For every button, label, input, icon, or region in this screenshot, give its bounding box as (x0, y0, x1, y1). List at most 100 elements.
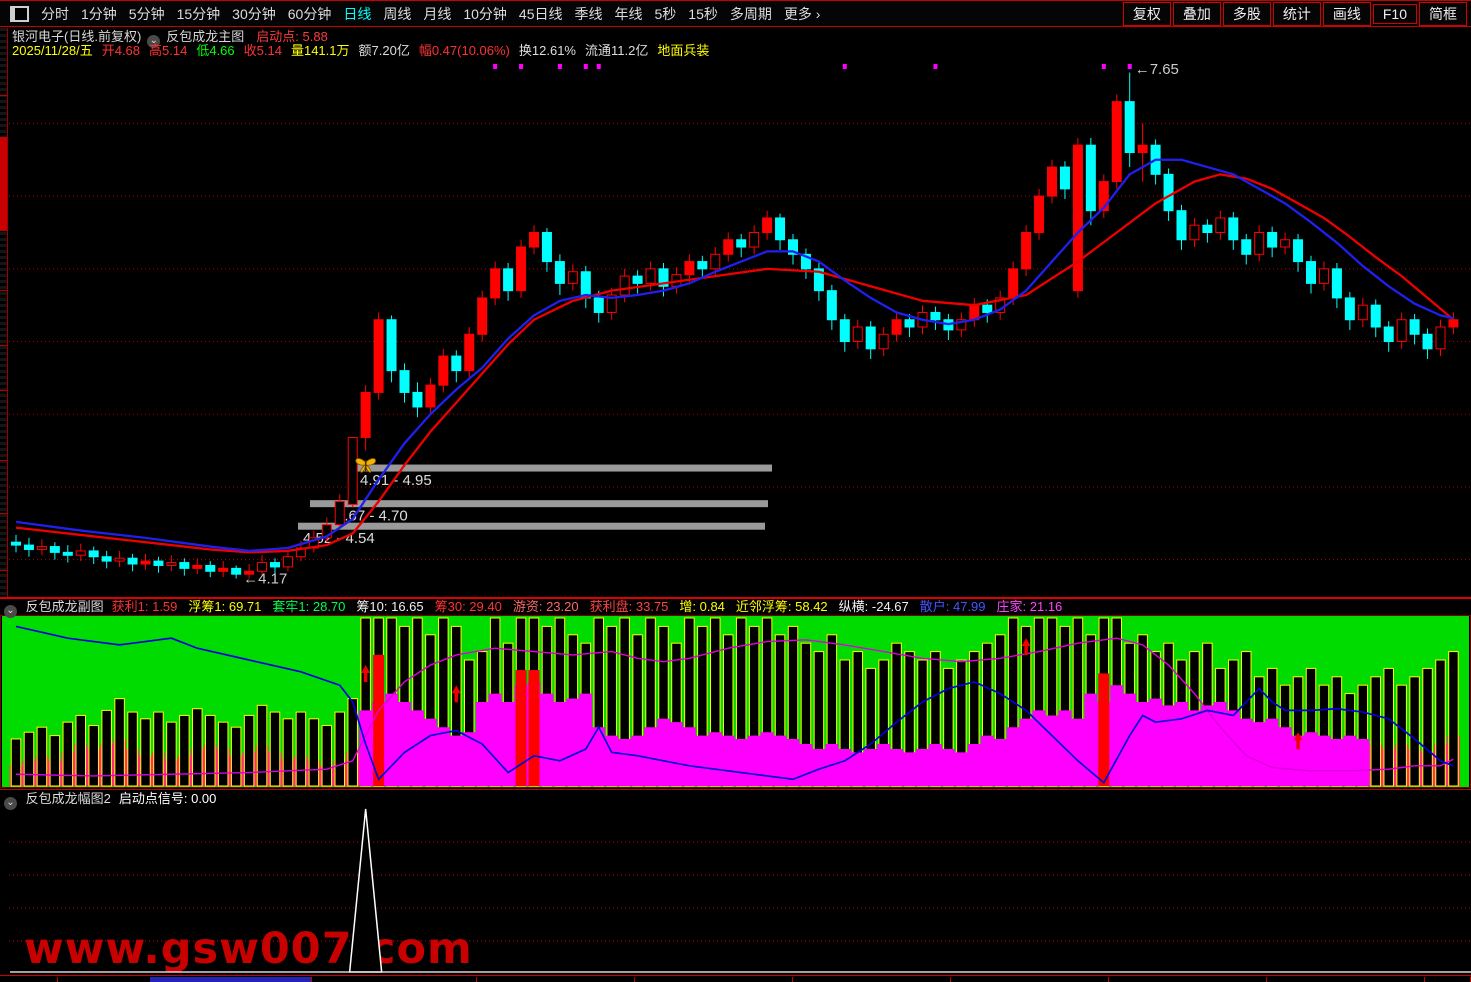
timeframe-8[interactable]: 月线 (423, 5, 452, 22)
timeframe-11[interactable]: 季线 (574, 5, 603, 22)
sidebar-tool-segment-9[interactable] (0, 570, 7, 598)
signal-dot (583, 64, 588, 69)
red-signal-bar (528, 670, 540, 786)
timeframe-2[interactable]: 5分钟 (128, 5, 165, 22)
collapse-main-icon[interactable]: ⌄ (147, 35, 161, 48)
price-band (352, 464, 772, 472)
sub-indicator-chart[interactable] (0, 615, 1471, 789)
candle (490, 268, 501, 299)
main-candlestick-chart[interactable]: 4.91 - 4.954.67 - 4.704.52 - 4.54←7.65←4… (0, 58, 1471, 597)
toolbar-button-6[interactable]: 简框 (1419, 1, 1467, 26)
timeframe-3[interactable]: 15分钟 (176, 5, 221, 22)
indicator-value-11: 庄家: 21.16 (996, 599, 1063, 614)
left-sidebar-strip[interactable] (0, 28, 8, 598)
chip-bar (1383, 667, 1394, 787)
candle (684, 261, 695, 276)
time-cell-6[interactable] (792, 977, 951, 982)
time-cell-3[interactable] (311, 977, 477, 982)
chip-bar (347, 698, 358, 787)
chip-bar (23, 731, 35, 787)
time-cell-9[interactable] (1266, 977, 1425, 982)
timeframe-6[interactable]: 日线 (343, 5, 372, 22)
indicator-value-8: 近邻浮筹: 58.42 (735, 599, 828, 614)
timeframe-5[interactable]: 60分钟 (287, 5, 332, 22)
low-price-label: ←4.17 (243, 571, 287, 588)
timeframe-9[interactable]: 10分钟 (463, 5, 507, 22)
time-cell-1[interactable] (57, 977, 151, 982)
sidebar-tool-segment-1[interactable] (0, 95, 7, 138)
candle (114, 557, 125, 562)
signal-panel-chart[interactable] (0, 806, 1471, 975)
indicator-value-2: 套牢1: 28.70 (272, 599, 346, 614)
chip-bar (256, 704, 268, 787)
candle (541, 231, 552, 263)
info-field-1: 开4.68 (101, 43, 141, 58)
candle (166, 562, 177, 566)
candle (1396, 319, 1407, 343)
sidebar-tool-segment-6[interactable] (0, 390, 7, 461)
candle (101, 556, 112, 562)
timeframe-1[interactable]: 1分钟 (81, 5, 117, 22)
toolbar-button-3[interactable]: 统计 (1272, 1, 1321, 26)
timeframe-10[interactable]: 45日线 (518, 5, 563, 22)
chip-bar (308, 718, 320, 787)
candle (321, 524, 332, 539)
sidebar-tool-segment-2[interactable] (0, 137, 7, 231)
signal-panel-title[interactable]: 反包成龙幅图2 (25, 791, 111, 806)
time-cell-4[interactable] (476, 977, 635, 982)
sidebar-tool-segment-5[interactable] (0, 345, 7, 391)
chip-bar (1370, 676, 1381, 787)
candle (645, 268, 656, 284)
toolbar-button-0[interactable]: 复权 (1122, 1, 1171, 26)
candle (270, 562, 280, 568)
timeframe-menu: 分时 1分钟 5分钟 15分钟 30分钟 60分钟 日线 周线 月线 10分钟 45日线 季线 年线 5秒… (35, 4, 826, 24)
time-cell-5[interactable] (634, 977, 793, 982)
candle (1098, 181, 1109, 212)
toolbar-button-5[interactable]: F10 (1372, 3, 1417, 24)
candle (1202, 224, 1213, 233)
chip-bar (140, 718, 151, 787)
time-cell-2[interactable] (150, 977, 312, 982)
sub-indicator-header: ⌄ 反包成龙副图 获利1: 1.59 浮筹1: 69.71 套牢1: 28.70 筹10… (4, 599, 1073, 618)
info-field-2: 高5.14 (149, 43, 188, 58)
timeframe-16[interactable]: 更多 › (783, 5, 821, 22)
butterfly-icon (355, 458, 376, 473)
chip-bar (334, 711, 345, 787)
sidebar-tool-segment-8[interactable] (0, 513, 7, 571)
main-indicator-name[interactable]: 反包成龙主图 (166, 29, 245, 44)
collapse-bottom-icon[interactable]: ⌄ (4, 797, 17, 810)
sidebar-tool-segment-0[interactable] (0, 28, 7, 96)
time-cell-7[interactable] (950, 977, 1109, 982)
window-icon[interactable] (10, 5, 29, 22)
timeframe-7[interactable]: 周线 (383, 5, 412, 22)
toolbar-button-1[interactable]: 叠加 (1172, 1, 1221, 26)
chip-bar (36, 726, 48, 787)
candle (762, 217, 773, 233)
sidebar-tool-segment-4[interactable] (0, 290, 7, 346)
sidebar-tool-segment-7[interactable] (0, 460, 7, 514)
toolbar-button-4[interactable]: 画线 (1322, 1, 1371, 26)
sidebar-tool-segment-3[interactable] (0, 230, 7, 291)
time-cell-0[interactable] (0, 977, 58, 982)
info-field-9: 流通11.2亿 (584, 43, 649, 58)
time-cell-8[interactable] (1108, 977, 1267, 982)
time-axis-strip[interactable] (0, 975, 1471, 982)
top-toolbar: 分时 1分钟 5分钟 15分钟 30分钟 60分钟 日线 周线 月线 10分钟 45日线 季线 年线 5秒… (0, 0, 1471, 27)
toolbar-button-2[interactable]: 多股 (1222, 1, 1271, 26)
time-cell-10[interactable] (1424, 977, 1471, 982)
indicator-line-magenta (15, 637, 1454, 777)
timeframe-4[interactable]: 30分钟 (232, 5, 276, 22)
timeframe-14[interactable]: 15秒 (688, 5, 718, 22)
sub-indicator-title[interactable]: 反包成龙副图 (25, 599, 104, 614)
watermark: www.gsw007.com (24, 924, 473, 974)
candle (360, 391, 371, 439)
indicator-value-1: 浮筹1: 69.71 (188, 599, 262, 614)
timeframe-15[interactable]: 多周期 (729, 5, 772, 22)
candle (1215, 217, 1226, 233)
candle (231, 567, 242, 575)
collapse-sub-icon[interactable]: ⌄ (4, 605, 17, 618)
timeframe-0[interactable]: 分时 (41, 5, 69, 22)
timeframe-13[interactable]: 5秒 (654, 5, 677, 22)
candle (1306, 261, 1316, 284)
timeframe-12[interactable]: 年线 (614, 5, 643, 22)
